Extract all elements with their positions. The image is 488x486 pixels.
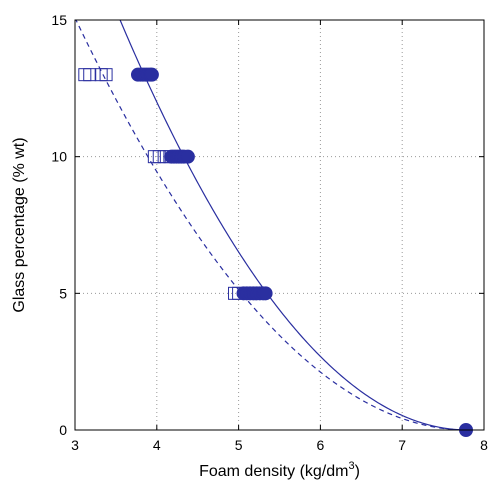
- y-tick-label: 5: [59, 285, 67, 301]
- y-tick-label: 10: [51, 149, 67, 165]
- plot-frame: [74, 19, 485, 431]
- data-point-square: [99, 68, 113, 82]
- x-tick-label: 5: [235, 437, 243, 453]
- x-axis-title: Foam density (kg/dm3): [199, 460, 360, 480]
- fit-curve-solid: [119, 20, 468, 430]
- x-axis-title-sup: 3: [348, 460, 354, 472]
- grid-layer: [75, 20, 484, 430]
- x-tick-label: 6: [317, 437, 325, 453]
- tick-layer: 3 4 5 6 7 8 0 5 10 15: [51, 12, 488, 453]
- x-axis-title-main: Foam density (kg/dm: [199, 463, 348, 480]
- x-tick-label: 3: [71, 437, 79, 453]
- data-point-square: [78, 68, 92, 82]
- curve-layer: [75, 20, 468, 430]
- x-tick-label: 4: [153, 437, 161, 453]
- marker-layer: [78, 67, 474, 437]
- y-tick-label: 15: [51, 12, 67, 28]
- x-tick-label: 7: [398, 437, 406, 453]
- data-point-square: [83, 68, 97, 82]
- data-point-circle: [180, 149, 195, 164]
- data-point-circle: [144, 67, 159, 82]
- x-tick-label: 8: [480, 437, 488, 453]
- data-point-circle: [258, 286, 273, 301]
- y-axis-title: Glass percentage (% wt): [11, 137, 28, 312]
- y-tick-label: 0: [59, 422, 67, 438]
- x-axis-title-end: ): [355, 463, 360, 480]
